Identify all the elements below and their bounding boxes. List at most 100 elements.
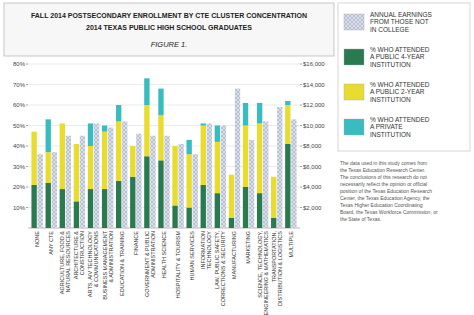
percent-bar xyxy=(31,185,36,228)
x-tick-label: GOVERNMENT & PUBLICADMINISTRATION xyxy=(144,231,156,297)
y2-tick xyxy=(300,166,302,167)
x-tick-label: MANUFACTURING xyxy=(231,231,237,279)
label-line: MANUFACTURING xyxy=(231,231,237,279)
percent-bar xyxy=(116,121,121,180)
note-line: Texas Higher Education Coordinating xyxy=(340,202,423,208)
label-line: FROM THOSE NOT xyxy=(370,18,429,25)
label-line: ADMINISTRATION xyxy=(150,231,156,278)
percent-bar xyxy=(31,132,36,185)
percent-bar xyxy=(186,208,191,229)
y-tick xyxy=(26,187,28,188)
y2-tick xyxy=(300,64,302,65)
y-tick xyxy=(26,64,28,65)
percent-bar xyxy=(102,126,107,132)
percent-bar xyxy=(74,143,79,144)
legend-label: % WHO ATTENDEDA PUBLIC 4-YEARINSTITUTION xyxy=(370,46,430,68)
y-tick-label: 60% xyxy=(13,102,26,108)
earnings-bar xyxy=(277,107,282,228)
y-tick-label: 30% xyxy=(13,164,26,170)
legend-label: % WHO ATTENDEDA PRIVATEINSTITUTION xyxy=(370,116,430,138)
percent-bar xyxy=(271,218,276,228)
percent-bar xyxy=(130,146,135,147)
percent-bar xyxy=(46,119,51,152)
percent-bar xyxy=(243,187,248,228)
y2-tick xyxy=(300,125,302,126)
label-line: CONSTRUCTION xyxy=(79,231,85,275)
legend-swatch xyxy=(344,14,364,30)
y-tick-label: 80% xyxy=(13,61,26,67)
y2-tick-label: $10,000 xyxy=(303,123,325,129)
note-line: the State of Texas. xyxy=(340,216,381,222)
percent-bar xyxy=(257,123,262,193)
y-tick-label: 10% xyxy=(13,205,26,211)
note-line: The conclusions of this research do not xyxy=(340,174,428,180)
title-box: FALL 2014 POSTSECONDARY ENROLLMENT BY CT… xyxy=(4,3,334,56)
x-tick-label: HUMAN SERVICES xyxy=(189,231,195,281)
percent-bar xyxy=(201,126,206,185)
earnings-bar xyxy=(263,121,268,228)
percent-bar xyxy=(31,131,36,132)
percent-bar xyxy=(144,156,149,228)
percent-bar xyxy=(102,132,107,189)
y-tick-label: 70% xyxy=(13,82,26,88)
percent-bar xyxy=(271,177,276,218)
label-line: % WHO ATTENDED xyxy=(370,46,430,53)
label-line: % WHO ATTENDED xyxy=(370,116,430,123)
x-tick-label: LAW, PUBLIC SAFETY,CORRECTIONS & SECURIT… xyxy=(214,231,226,307)
y-tick xyxy=(26,84,28,85)
y-tick xyxy=(26,105,28,106)
legend-swatch xyxy=(344,84,364,100)
percent-bar xyxy=(285,144,290,228)
earnings-bar xyxy=(66,136,71,228)
percent-bar xyxy=(144,105,149,156)
percent-bar xyxy=(158,115,163,160)
percent-bar xyxy=(130,177,135,228)
title-frame xyxy=(4,3,334,56)
x-tick-label: HOSPITALITY & TOURISM xyxy=(175,231,181,299)
x-tick-label: ARTS, A/V TECHNOLOGY& COMMUNICATIONS xyxy=(87,231,99,297)
note: The data used in this study comes from th… xyxy=(340,160,438,222)
percent-bar xyxy=(201,185,206,228)
percent-bar xyxy=(186,154,191,207)
x-tick-label: BUSINESS MANAGEMENT& ADMINISTRATION xyxy=(102,230,114,299)
percent-bar xyxy=(172,146,177,205)
label-line: % WHO ATTENDED xyxy=(370,81,430,88)
y2-tick xyxy=(300,207,302,208)
y2-tick-label: $16,000 xyxy=(303,61,325,67)
note-line: The data used in this study comes from xyxy=(340,160,427,166)
label-line: MULTIPLE xyxy=(288,231,294,258)
earnings-bar xyxy=(249,140,254,228)
label-line: & COMMUNICATIONS xyxy=(93,231,99,287)
x-tick-label: AGRICULTURE, FOOD &NATURAL RESOURCES xyxy=(59,231,71,294)
subtitle: 2014 TEXAS PUBLIC HIGH SCHOOL GRADUATES xyxy=(86,24,252,31)
label-line: HUMAN SERVICES xyxy=(189,231,195,281)
legend: ANNUAL EARNINGSFROM THOSE NOTIN COLLEGE%… xyxy=(338,3,470,151)
percent-bar xyxy=(60,123,65,189)
earnings-bar xyxy=(150,136,155,228)
earnings-bar xyxy=(221,126,226,229)
axes: 10%20%30%40%50%60%70%80%$2,000$4,000$6,0… xyxy=(13,61,325,228)
percent-bar xyxy=(229,175,234,218)
label-line: A PUBLIC 4-YEAR xyxy=(370,53,425,60)
note-line: position of the Texas Education Research xyxy=(340,188,432,194)
percent-bar xyxy=(229,174,234,175)
percent-bar xyxy=(74,144,79,201)
grid-line xyxy=(28,84,300,85)
y-tick xyxy=(26,166,28,167)
label-line: A PRIVATE xyxy=(370,123,403,130)
y2-tick-label: $8,000 xyxy=(303,143,322,149)
legend-swatch xyxy=(344,49,364,65)
percent-bar xyxy=(229,218,234,228)
earnings-bar xyxy=(52,152,57,228)
label-line: ANNUAL EARNINGS xyxy=(370,11,433,18)
earnings-bar xyxy=(235,89,240,228)
y2-tick-label: $4,000 xyxy=(303,184,322,190)
x-labels: NONEANY CTEAGRICULTURE, FOOD &NATURAL RE… xyxy=(34,230,294,315)
legend-swatch xyxy=(344,119,364,135)
label-line: EDUCATION & TRAINING xyxy=(119,231,125,296)
y-tick xyxy=(26,146,28,147)
earnings-bar xyxy=(178,144,183,228)
y2-tick xyxy=(300,187,302,188)
chart: FALL 2014 POSTSECONDARY ENROLLMENT BY CT… xyxy=(0,0,474,315)
percent-bar xyxy=(158,89,163,116)
